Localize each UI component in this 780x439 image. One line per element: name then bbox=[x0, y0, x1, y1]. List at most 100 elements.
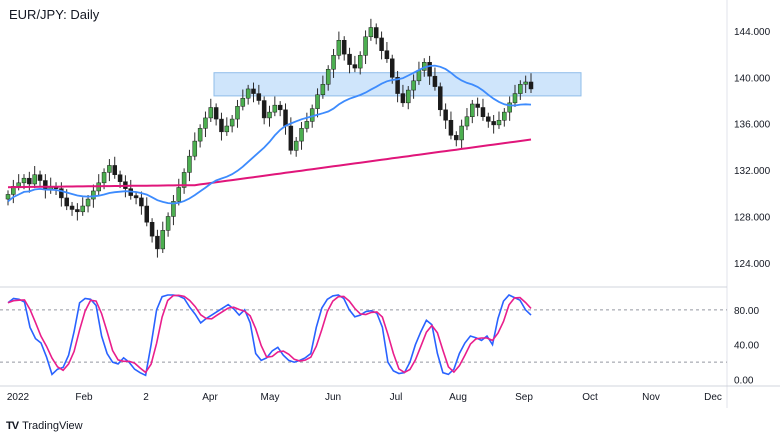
candle bbox=[352, 55, 358, 73]
candle bbox=[470, 99, 475, 124]
candle-body bbox=[16, 182, 21, 187]
candle-body bbox=[363, 36, 368, 56]
candle bbox=[251, 82, 256, 103]
candle-body bbox=[336, 40, 342, 56]
candle-body bbox=[192, 140, 198, 157]
time-tick-label: Jun bbox=[325, 392, 341, 403]
candle bbox=[459, 119, 464, 149]
stoch-d-line bbox=[7, 294, 532, 374]
candle bbox=[203, 111, 208, 138]
candle-body bbox=[224, 125, 230, 133]
candle bbox=[277, 101, 283, 117]
candle-body bbox=[187, 155, 192, 173]
candle-body bbox=[528, 81, 534, 90]
candle-body bbox=[139, 197, 144, 207]
candle-body bbox=[27, 177, 32, 185]
candle-body bbox=[438, 86, 443, 111]
candle bbox=[176, 178, 182, 206]
candle bbox=[283, 103, 288, 135]
candle-body bbox=[256, 93, 262, 101]
candle-body bbox=[427, 62, 432, 77]
candle-body bbox=[454, 135, 459, 141]
candle-body bbox=[272, 104, 278, 113]
tradingview-brand[interactable]: TV TradingView bbox=[6, 420, 83, 432]
candle bbox=[197, 124, 203, 148]
candle bbox=[128, 179, 133, 200]
candle-body bbox=[315, 94, 320, 109]
candle bbox=[27, 171, 32, 193]
candle bbox=[432, 67, 438, 91]
candle bbox=[512, 84, 518, 107]
candle bbox=[187, 149, 192, 182]
candle-body bbox=[512, 93, 518, 104]
candle-body bbox=[352, 64, 358, 69]
candle bbox=[475, 97, 480, 117]
candle-body bbox=[293, 140, 299, 151]
candle-body bbox=[496, 119, 502, 126]
candle-body bbox=[373, 27, 379, 39]
candle bbox=[171, 195, 176, 226]
chart-title: EUR/JPY: Daily bbox=[9, 7, 100, 22]
candle-body bbox=[283, 109, 288, 127]
candle-body bbox=[235, 106, 240, 120]
candle bbox=[192, 132, 198, 161]
candle-body bbox=[379, 37, 384, 51]
candle-body bbox=[176, 187, 182, 202]
candle-body bbox=[80, 205, 85, 213]
stoch-tick-label: 0.00 bbox=[734, 376, 754, 387]
candle-body bbox=[160, 230, 166, 250]
candle-body bbox=[432, 75, 438, 87]
candle-body bbox=[64, 197, 69, 207]
candle bbox=[480, 98, 486, 121]
candle bbox=[341, 36, 347, 61]
candle-body bbox=[229, 118, 235, 127]
candle bbox=[208, 98, 214, 122]
candle bbox=[133, 191, 139, 205]
candle bbox=[384, 41, 390, 63]
price-tick-label: 124.000 bbox=[734, 259, 771, 270]
candle bbox=[69, 201, 75, 216]
candle bbox=[112, 156, 117, 179]
candle-body bbox=[85, 198, 91, 207]
candle bbox=[438, 82, 443, 117]
candle-body bbox=[5, 194, 11, 200]
price-tick-label: 144.000 bbox=[734, 27, 771, 38]
candle bbox=[331, 48, 336, 78]
candle-body bbox=[261, 100, 267, 119]
candle bbox=[304, 112, 310, 133]
ma-100-line bbox=[7, 64, 532, 205]
candle-body bbox=[91, 190, 96, 200]
candle-body bbox=[101, 172, 107, 184]
time-tick-label: Dec bbox=[704, 392, 722, 403]
candle-body bbox=[32, 174, 37, 185]
candle-body bbox=[416, 70, 422, 82]
candle bbox=[507, 96, 512, 121]
candle bbox=[181, 168, 187, 194]
candle-body bbox=[43, 180, 48, 191]
candle bbox=[357, 51, 363, 75]
candle bbox=[411, 74, 416, 99]
candle bbox=[37, 170, 43, 187]
candle bbox=[96, 174, 101, 196]
candle bbox=[235, 99, 240, 128]
candle bbox=[368, 18, 374, 41]
candle-body bbox=[59, 188, 64, 199]
candle bbox=[160, 221, 166, 253]
candle bbox=[240, 89, 246, 111]
candle bbox=[53, 182, 59, 196]
time-tick-label: 2 bbox=[143, 392, 149, 403]
candle-body bbox=[203, 117, 208, 129]
candle bbox=[165, 212, 171, 237]
candle-body bbox=[502, 111, 507, 121]
candle bbox=[144, 197, 150, 227]
candle-body bbox=[518, 84, 523, 94]
candle-body bbox=[486, 116, 491, 122]
candle bbox=[75, 203, 80, 221]
candle bbox=[5, 190, 11, 206]
candle-body bbox=[69, 205, 75, 210]
candle bbox=[400, 84, 406, 107]
candle-body bbox=[459, 125, 464, 141]
candle bbox=[406, 86, 411, 110]
candle-body bbox=[368, 27, 374, 38]
